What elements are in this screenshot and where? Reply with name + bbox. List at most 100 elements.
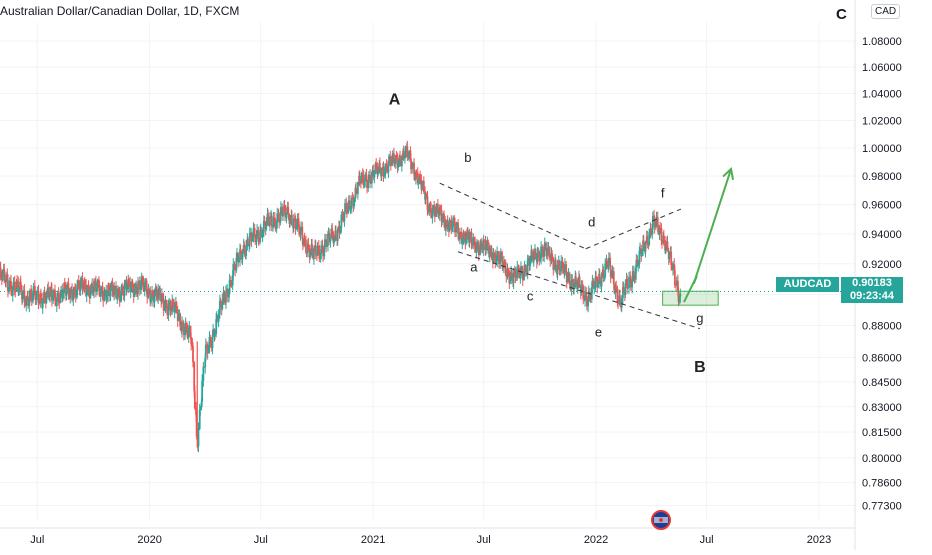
candle-body xyxy=(554,259,557,268)
candle-body xyxy=(627,287,630,289)
candle-body xyxy=(440,210,443,222)
candle-body xyxy=(349,208,352,210)
candle-body xyxy=(101,286,104,298)
candle-body xyxy=(41,300,44,308)
candle-body xyxy=(545,242,547,251)
candle-body xyxy=(531,250,533,255)
candle-body xyxy=(382,166,385,177)
candle-body xyxy=(175,301,178,311)
candle-body xyxy=(568,273,571,285)
candle-body xyxy=(526,260,529,274)
candle-body xyxy=(538,251,541,261)
candle-body xyxy=(177,315,180,321)
candle-body xyxy=(38,302,40,304)
candle-body xyxy=(584,291,586,301)
wave-label: B xyxy=(694,359,706,376)
candle-body xyxy=(596,283,599,288)
candle-body xyxy=(363,181,366,185)
trendline xyxy=(457,251,701,330)
candle-body xyxy=(295,226,298,230)
candle-body xyxy=(248,233,251,246)
candle-body xyxy=(74,290,77,298)
flag-icon[interactable] xyxy=(648,510,674,530)
candle-body xyxy=(525,272,528,274)
candle-body xyxy=(317,245,320,250)
candle-body xyxy=(137,281,139,294)
candle-body xyxy=(603,276,606,278)
candle-body xyxy=(631,271,634,282)
candle-body xyxy=(355,187,357,192)
candle-body xyxy=(578,276,581,287)
candle-body xyxy=(309,251,312,258)
candle-body xyxy=(118,288,120,293)
candle-body xyxy=(394,155,397,164)
candle-body xyxy=(565,272,568,283)
candle-body xyxy=(451,226,454,230)
candle-body xyxy=(371,171,373,184)
candle-body xyxy=(33,286,36,296)
candle-body xyxy=(35,290,38,300)
candle-body xyxy=(195,415,198,437)
candle-body xyxy=(463,232,466,237)
candle-body xyxy=(514,268,517,278)
candle-body xyxy=(446,219,449,230)
x-axis: Jul 2020 Jul 2021 Jul 2022 Jul 2023 xyxy=(0,527,855,546)
candle-body xyxy=(656,216,659,227)
candle-body xyxy=(278,219,280,223)
candle-body xyxy=(255,234,258,243)
candle-body xyxy=(616,288,619,303)
candle-body xyxy=(200,402,203,408)
candle-body xyxy=(78,287,81,291)
candle-body xyxy=(283,205,286,208)
candle-body xyxy=(391,153,394,157)
candle-body xyxy=(209,337,212,343)
candle-body xyxy=(614,286,617,293)
candle-body xyxy=(661,240,663,244)
candle-body xyxy=(350,197,353,209)
candle-body xyxy=(416,172,419,184)
candle-body xyxy=(361,173,364,176)
candle-body xyxy=(187,331,190,338)
candle-body xyxy=(431,212,434,218)
candle-body xyxy=(374,163,377,174)
candle-body xyxy=(329,237,332,242)
candle-body xyxy=(477,241,480,249)
candle-body xyxy=(316,255,318,257)
candle-body xyxy=(126,289,128,291)
y-tick-label: 1.04000 xyxy=(862,89,902,101)
candle-body xyxy=(543,242,546,251)
candle-body xyxy=(239,249,242,252)
candle-body xyxy=(426,196,429,210)
y-tick-label: 0.78600 xyxy=(862,477,902,489)
candle-body xyxy=(549,258,552,261)
currency-badge[interactable]: CAD xyxy=(871,4,901,19)
candle-body xyxy=(364,174,367,182)
candle-body xyxy=(498,255,500,264)
candle-body xyxy=(313,248,315,259)
candle-body xyxy=(125,280,128,290)
candle-body xyxy=(413,174,416,180)
candle-body xyxy=(400,156,403,167)
candle-body xyxy=(354,187,357,199)
candle-body xyxy=(501,261,504,269)
candle-body xyxy=(221,299,224,310)
candle-body xyxy=(327,233,329,246)
candle-body xyxy=(11,286,14,296)
y-tick-label: 1.06000 xyxy=(862,62,902,74)
candle-body xyxy=(104,290,106,292)
candle-body xyxy=(501,251,503,262)
candle-body xyxy=(145,280,148,292)
candle-body xyxy=(496,251,499,262)
candle-body xyxy=(129,288,132,293)
candle-body xyxy=(37,290,40,303)
candle-body xyxy=(243,244,246,252)
candle-body xyxy=(147,289,150,298)
candle-body xyxy=(236,253,238,259)
candle-body xyxy=(189,325,192,338)
candle-body xyxy=(316,245,319,256)
candle-body xyxy=(215,315,218,320)
candle-body xyxy=(673,264,676,271)
candle-body xyxy=(98,279,100,288)
